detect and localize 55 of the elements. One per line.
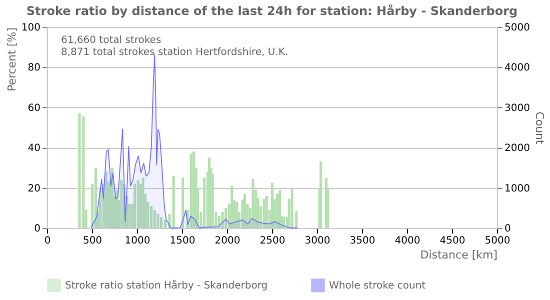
y2-tick-label: 1000: [504, 183, 530, 194]
chart-title: Stroke ratio by distance of the last 24h for station: Hårby - Skanderborg: [26, 4, 518, 18]
x-tick-label: 500: [82, 236, 102, 246]
annotation: 8,871 total strokes station Hertfordshire, U.K.: [61, 47, 288, 58]
x-tick-label: 2000: [214, 236, 240, 246]
x-tick-label: 3500: [350, 236, 376, 246]
bar: [133, 184, 136, 228]
y2-tick-label: 3000: [504, 102, 530, 114]
x-tick-label: 4000: [394, 236, 420, 246]
y-tick-label: 20: [28, 183, 40, 194]
bar: [160, 216, 163, 228]
y2-tick-label: 0: [504, 224, 511, 234]
bar: [276, 194, 279, 228]
y-tick-label: 100: [21, 22, 40, 34]
bar: [265, 196, 268, 228]
x-tick-label: 1500: [170, 236, 196, 246]
bar: [156, 214, 160, 228]
bar: [136, 180, 140, 228]
y-tick-label: 60: [28, 102, 40, 114]
x-tick-label: 2500: [260, 236, 286, 246]
y2-tick-label: 5000: [504, 22, 530, 34]
bar: [252, 178, 254, 228]
legend-label: Stroke ratio station Hårby - Skanderborg: [65, 279, 268, 292]
bar: [230, 186, 234, 228]
bar: [236, 202, 238, 228]
y2-tick-label: 4000: [504, 62, 530, 74]
bar: [290, 188, 294, 228]
x-tick-label: 0: [44, 236, 51, 246]
bar: [262, 198, 266, 228]
y2-axis-title: Count: [532, 112, 546, 146]
x-tick-label: 5000: [484, 236, 510, 246]
bar: [190, 154, 192, 228]
bar: [172, 176, 175, 228]
annotation: 61,660 total strokes: [61, 35, 162, 46]
y-tick-label: 80: [28, 62, 40, 74]
bar: [120, 180, 123, 228]
bar: [282, 216, 286, 228]
x-tick-label: 3000: [304, 236, 330, 246]
bar: [153, 210, 156, 228]
y-tick-label: 0: [34, 224, 40, 234]
bar: [243, 194, 246, 228]
legend-label: Whole stroke count: [329, 280, 426, 292]
x-tick-label: 1000: [124, 236, 150, 246]
bar: [221, 212, 224, 228]
y-tick-label: 40: [28, 143, 40, 154]
x-tick-label: 4500: [440, 236, 466, 246]
y2-tick-label: 2000: [504, 143, 530, 154]
x-axis-title: Distance [km]: [420, 248, 498, 262]
bar: [320, 162, 322, 228]
bar: [78, 113, 81, 228]
bar: [82, 116, 85, 228]
bar: [182, 178, 184, 228]
y-axis-title: Percent [%]: [5, 28, 18, 92]
bar: [142, 178, 144, 228]
bar: [150, 206, 153, 228]
